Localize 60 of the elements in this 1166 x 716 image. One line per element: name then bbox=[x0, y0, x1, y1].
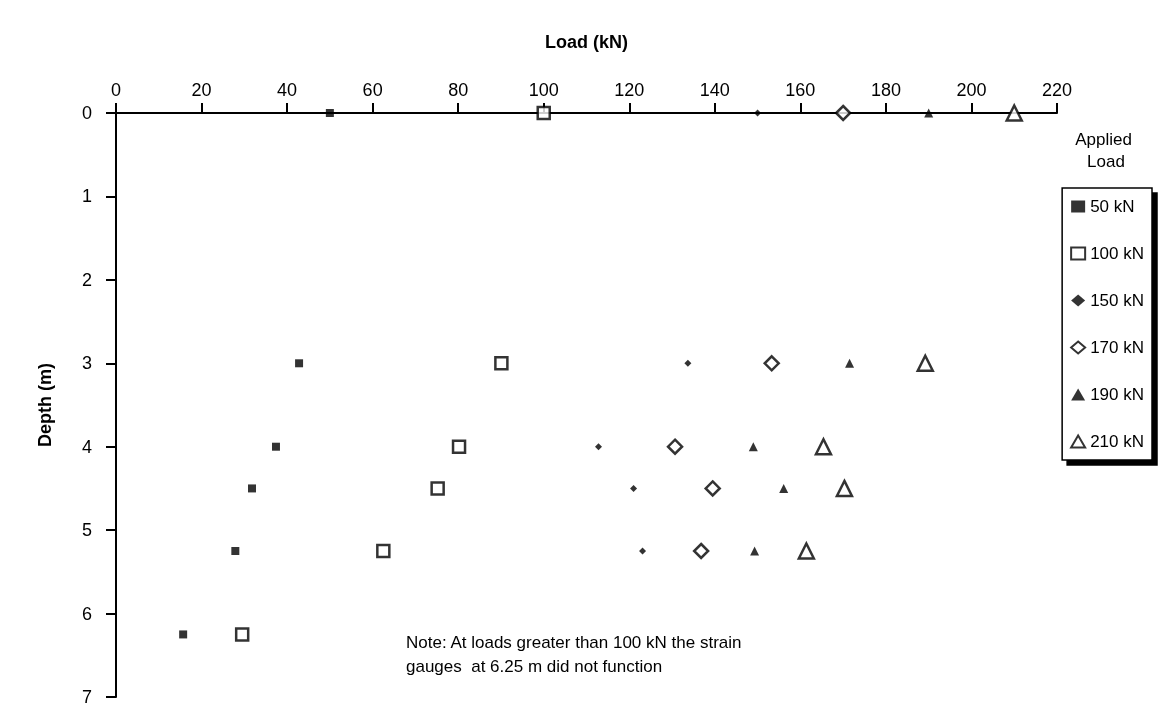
legend-label: 190 kN bbox=[1090, 385, 1145, 404]
point bbox=[684, 359, 692, 367]
point bbox=[835, 479, 854, 498]
y-tick-label: 2 bbox=[81, 269, 92, 290]
y-tick-label: 4 bbox=[81, 436, 92, 457]
point bbox=[834, 104, 852, 122]
x-tick-label: 60 bbox=[362, 80, 383, 100]
point bbox=[797, 542, 816, 560]
point bbox=[692, 542, 710, 560]
point bbox=[494, 356, 509, 371]
point bbox=[271, 442, 280, 451]
x-tick-label: 0 bbox=[110, 80, 122, 100]
point bbox=[630, 484, 638, 492]
legend-label: 50 kN bbox=[1090, 197, 1135, 216]
y-tick-label: 3 bbox=[81, 353, 92, 374]
point bbox=[763, 355, 780, 372]
x-tick-label: 100 bbox=[528, 80, 559, 100]
x-tick-label: 180 bbox=[870, 80, 901, 100]
point bbox=[814, 437, 833, 456]
x-tick-label: 200 bbox=[956, 80, 987, 100]
x-tick-label: 220 bbox=[1041, 80, 1073, 100]
point bbox=[750, 546, 760, 556]
point bbox=[845, 358, 855, 368]
x-tick-label: 40 bbox=[277, 80, 298, 100]
point bbox=[924, 108, 934, 118]
legend-label: 150 kN bbox=[1090, 291, 1145, 310]
legend-label: 210 kN bbox=[1090, 432, 1145, 451]
point bbox=[536, 105, 551, 121]
legend-title: Applied Load bbox=[1075, 129, 1137, 171]
x-tick-label: 160 bbox=[785, 80, 816, 100]
legend-label: 100 kN bbox=[1090, 244, 1145, 263]
point bbox=[179, 630, 188, 639]
point bbox=[325, 109, 334, 117]
legend-label: 170 kN bbox=[1090, 338, 1145, 357]
x-tick-label: 140 bbox=[699, 80, 730, 100]
y-tick-label: 0 bbox=[81, 103, 92, 123]
point bbox=[639, 547, 647, 555]
y-tick-label: 5 bbox=[81, 520, 92, 541]
point bbox=[430, 481, 445, 496]
point bbox=[916, 354, 935, 373]
point bbox=[594, 443, 602, 451]
x-tick-label: 80 bbox=[448, 80, 469, 100]
point bbox=[779, 483, 789, 493]
point bbox=[1005, 104, 1023, 122]
point bbox=[248, 484, 257, 493]
x-tick-label: 20 bbox=[191, 80, 212, 100]
point bbox=[704, 480, 721, 497]
y-tick-label: 1 bbox=[81, 186, 92, 207]
point bbox=[376, 543, 391, 559]
point bbox=[451, 439, 467, 454]
point bbox=[295, 359, 304, 368]
x-axis-title: Load (kN) bbox=[545, 32, 628, 52]
y-axis-title: Depth (m) bbox=[35, 363, 55, 447]
point bbox=[234, 627, 250, 642]
x-tick-label: 120 bbox=[614, 80, 645, 100]
point bbox=[231, 547, 240, 555]
y-tick-label: 7 bbox=[81, 687, 92, 707]
y-tick-label: 6 bbox=[81, 603, 92, 624]
annotation: Note: At loads greater than 100 kN the strain gauges at 6.25 m did not function bbox=[406, 632, 742, 676]
point bbox=[666, 438, 684, 455]
